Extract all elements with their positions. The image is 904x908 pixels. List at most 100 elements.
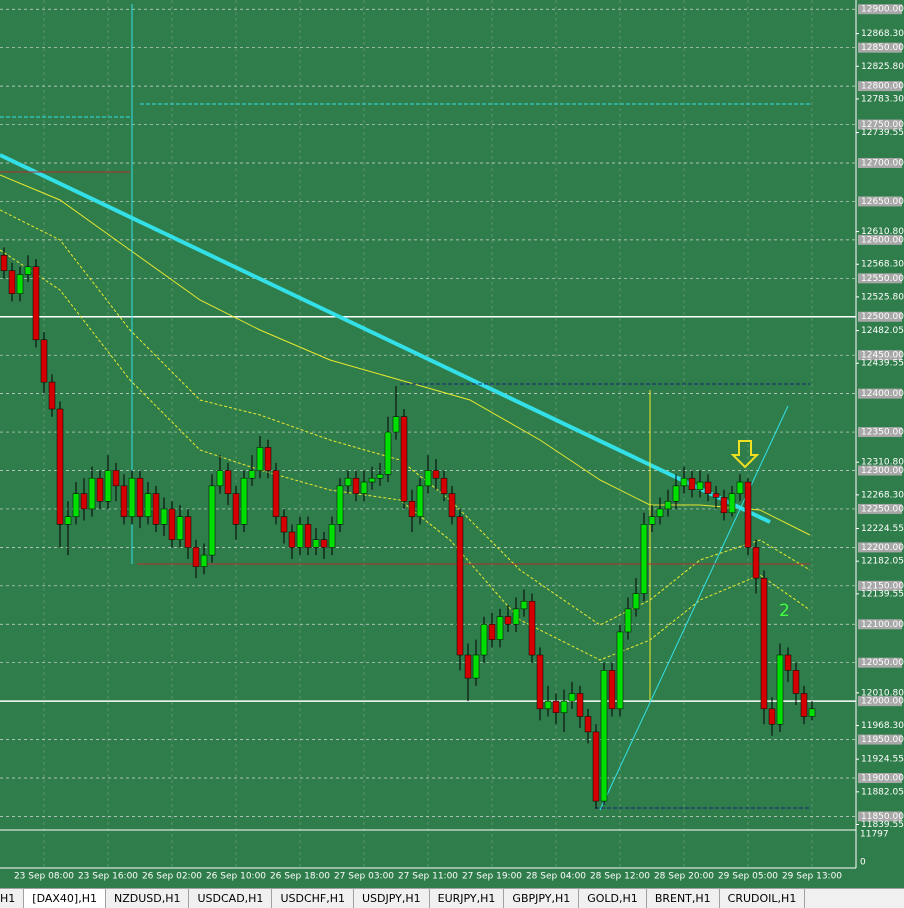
y-tick-label: 12650.00 <box>861 197 904 207</box>
candle-body <box>272 470 280 517</box>
y-tick-label: 12200.00 <box>861 543 904 553</box>
candle-body <box>672 485 680 502</box>
y-tick-label: 12750.00 <box>861 120 904 130</box>
y-tick-label: 12800.00 <box>861 82 904 92</box>
chart-tab[interactable]: USDJPY,H1 <box>354 889 430 908</box>
candle-body <box>424 470 432 487</box>
candle-body <box>584 716 592 733</box>
candle-body <box>256 447 264 471</box>
candle-body <box>480 624 488 656</box>
price-label-box <box>858 580 902 591</box>
y-tick-label: 12500.00 <box>861 312 904 322</box>
chart-tab[interactable]: [DAX40],H1 <box>24 889 106 908</box>
candle-body <box>216 470 224 487</box>
candle-body <box>448 493 456 517</box>
candle-body <box>48 381 56 410</box>
candle-body <box>232 493 240 525</box>
x-tick-label: 29 Sep 13:00 <box>782 872 842 882</box>
candle-body <box>296 524 304 548</box>
candle-body <box>240 477 248 525</box>
candle-body <box>760 577 768 710</box>
x-tick-label: 28 Sep 20:00 <box>654 872 714 882</box>
candle-body <box>248 470 256 479</box>
chart-tab[interactable]: USDCAD,H1 <box>189 889 273 908</box>
candle-body <box>792 670 800 694</box>
candle-body <box>312 539 320 548</box>
candle-body <box>728 493 736 514</box>
price-label-box <box>858 696 902 707</box>
y-tick-label: 12700.00 <box>861 158 904 168</box>
price-label-box <box>858 773 902 784</box>
arrow-marker <box>730 440 760 469</box>
chart-tab[interactable]: GBPJPY,H1 <box>504 889 580 908</box>
chart-tabs: H1 [DAX40],H1 NZDUSD,H1 USDCAD,H1 USDCHF,H1 U… <box>0 888 904 908</box>
price-label-box <box>858 388 902 399</box>
candle-body <box>304 524 312 548</box>
candle-body <box>136 477 144 517</box>
candle-body <box>152 493 160 525</box>
candle-body <box>464 654 472 679</box>
y-tick-label: 12250.00 <box>861 504 904 514</box>
y-tick-label: 11839.55 <box>861 820 904 830</box>
candle-body <box>200 554 208 567</box>
price-label-box <box>858 503 902 514</box>
x-tick-label: 28 Sep 04:00 <box>526 872 586 882</box>
y-tick-label: 12900.00 <box>861 5 904 15</box>
x-tick-label: 27 Sep 11:00 <box>398 872 458 882</box>
candle-body <box>600 670 608 802</box>
candle-body <box>160 508 168 525</box>
chart-tab[interactable]: NZDUSD,H1 <box>106 889 190 908</box>
chart-tab[interactable]: EURJPY,H1 <box>430 889 505 908</box>
y-tick-label: 12525.80 <box>861 292 904 302</box>
chart-tab[interactable]: H1 <box>0 889 25 908</box>
chart-tab[interactable]: GOLD,H1 <box>579 889 647 908</box>
y-tick-label: 12010.80 <box>861 688 904 698</box>
candle-body <box>440 477 448 494</box>
candle-body <box>656 508 664 517</box>
price-label-box <box>858 273 902 284</box>
candle-body <box>616 631 624 710</box>
price-label-box <box>858 619 902 630</box>
candle-body <box>176 516 184 540</box>
candle-body <box>280 516 288 533</box>
candle-body <box>384 431 392 475</box>
price-label-box <box>858 811 902 822</box>
candle-body <box>456 516 464 656</box>
y-tick-label: 11968.30 <box>861 721 904 731</box>
candle-body <box>344 477 352 487</box>
price-label-box <box>858 81 902 92</box>
chart-tab[interactable]: USDCHF,H1 <box>272 889 354 908</box>
candle-body <box>368 477 376 483</box>
candle-body <box>80 493 88 510</box>
y-tick-label: 12783.30 <box>861 94 904 104</box>
candle-body <box>696 481 704 490</box>
chart-tab[interactable]: CRUDOIL,H1 <box>720 889 806 908</box>
candle-body <box>496 616 504 640</box>
y-tick-label: 11882.05 <box>861 787 904 797</box>
x-tick-label: 23 Sep 16:00 <box>78 872 138 882</box>
candle-body <box>88 477 96 510</box>
y-tick-label: 12300.00 <box>861 466 904 476</box>
candle-body <box>24 266 32 275</box>
y-tick-label: 12050.00 <box>861 658 904 668</box>
candle-body <box>568 693 576 702</box>
y-tick-label: 12482.05 <box>861 326 904 336</box>
candle-body <box>336 485 344 525</box>
y-tick-label: 12868.30 <box>861 29 904 39</box>
chart-tab[interactable]: BRENT,H1 <box>647 889 720 908</box>
y-tick-label: 12268.30 <box>861 490 904 500</box>
price-label-box <box>858 427 902 438</box>
y-tick-label: 12224.55 <box>861 524 904 534</box>
candle-body <box>56 408 64 525</box>
candle-body <box>352 477 360 494</box>
candle-body <box>752 547 760 579</box>
y-tick-label: 12550.00 <box>861 274 904 284</box>
candle-body <box>640 524 648 594</box>
candle-body <box>408 501 416 517</box>
candle-body <box>784 654 792 671</box>
candle-body <box>120 485 128 517</box>
y-tick-label: 12610.80 <box>861 227 904 237</box>
candle-body <box>632 593 640 610</box>
y-tick-label: 12568.30 <box>861 260 904 270</box>
y-tick-label: 12350.00 <box>861 428 904 438</box>
